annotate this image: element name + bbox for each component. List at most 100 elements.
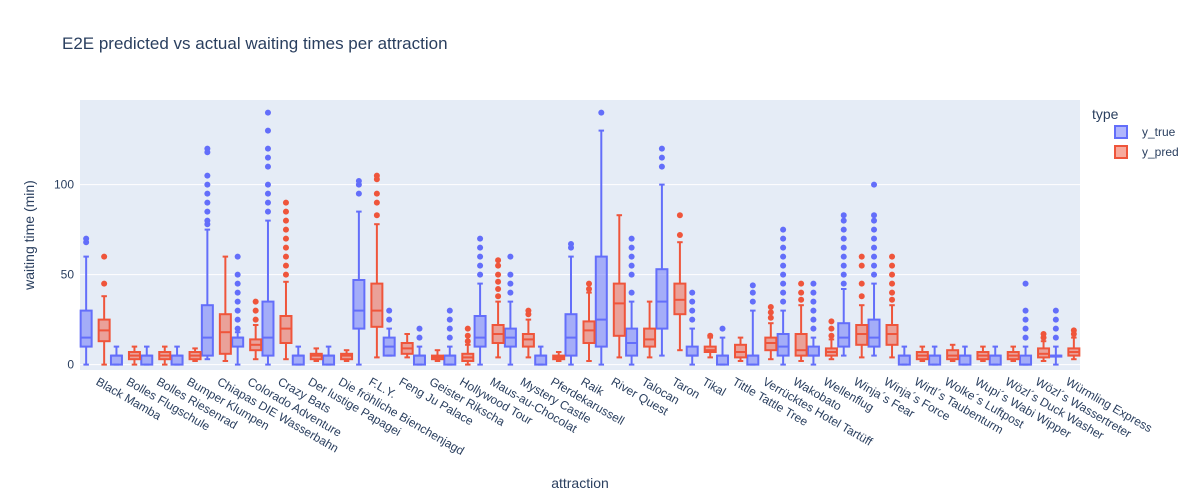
- box-y_true-28[interactable]: [897, 345, 911, 366]
- box-y_true-25[interactable]: [806, 280, 820, 366]
- box-y_pred-4[interactable]: [188, 347, 202, 362]
- outlier-point: [282, 253, 289, 260]
- box-y_pred-10[interactable]: [370, 172, 384, 359]
- box-y_true-26[interactable]: [837, 212, 851, 357]
- outlier-point: [749, 282, 756, 289]
- box-y_pred-9[interactable]: [340, 349, 354, 362]
- box-y_true-5[interactable]: [200, 145, 214, 361]
- outlier-point: [83, 235, 90, 242]
- box-iqr: [867, 318, 881, 348]
- legend-item-y_pred[interactable]: y_pred: [1114, 145, 1179, 159]
- outlier-point: [1022, 334, 1029, 341]
- box-y_true-16[interactable]: [534, 345, 548, 366]
- box-y_pred-24[interactable]: [794, 280, 808, 362]
- box-y_pred-12[interactable]: [430, 349, 444, 362]
- outlier-point: [464, 332, 471, 339]
- box-y_pred-29[interactable]: [946, 343, 960, 362]
- box-y_true-21[interactable]: [685, 289, 699, 366]
- box-y_pred-2[interactable]: [127, 345, 141, 366]
- y-tick-label: 0: [67, 358, 74, 372]
- box-y_true-20[interactable]: [655, 145, 669, 357]
- outlier-point: [628, 271, 635, 278]
- box-y_true-31[interactable]: [988, 345, 1002, 366]
- box-y_true-2[interactable]: [109, 345, 123, 366]
- outlier-point: [1022, 316, 1029, 323]
- box-y_true-4[interactable]: [170, 345, 184, 366]
- box-y_pred-8[interactable]: [309, 347, 323, 362]
- box-y_true-18[interactable]: [594, 109, 608, 366]
- box-y_pred-28[interactable]: [915, 345, 929, 362]
- box-y_pred-31[interactable]: [1006, 345, 1020, 362]
- box-y_true-6[interactable]: [231, 253, 245, 366]
- box-y_true-32[interactable]: [1019, 280, 1033, 366]
- box-y_pred-11[interactable]: [400, 333, 414, 359]
- outlier-point: [264, 145, 271, 152]
- box-y_true-8[interactable]: [291, 345, 305, 366]
- outlier-point: [767, 304, 774, 310]
- outlier-point: [282, 262, 289, 269]
- box-iqr: [643, 327, 657, 348]
- box-y_true-1[interactable]: [79, 235, 93, 366]
- outlier-point: [234, 280, 241, 287]
- box-y_true-24[interactable]: [776, 226, 790, 366]
- box-iqr: [837, 322, 851, 348]
- legend[interactable]: type y_true y_pred: [1092, 106, 1179, 159]
- box-y_pred-33[interactable]: [1067, 327, 1081, 361]
- box-y_pred-7[interactable]: [279, 199, 293, 361]
- box-y_pred-14[interactable]: [491, 257, 505, 359]
- box-y_pred-26[interactable]: [855, 253, 869, 359]
- outlier-point: [780, 244, 787, 251]
- box-y_pred-30[interactable]: [976, 345, 990, 362]
- box-y_pred-1[interactable]: [97, 253, 111, 366]
- box-y_pred-16[interactable]: [552, 351, 566, 362]
- box-y_pred-25[interactable]: [824, 318, 838, 361]
- box-y_true-33[interactable]: [1049, 307, 1063, 366]
- box-y_pred-19[interactable]: [643, 300, 657, 359]
- box-y_pred-17[interactable]: [582, 280, 596, 362]
- outlier-point: [386, 307, 393, 314]
- outlier-point: [373, 172, 380, 179]
- box-y_pred-3[interactable]: [158, 345, 172, 366]
- box-y_true-13[interactable]: [443, 307, 457, 366]
- box-y_pred-20[interactable]: [673, 212, 687, 352]
- box-y_true-29[interactable]: [928, 345, 942, 366]
- box-y_true-10[interactable]: [352, 178, 366, 366]
- box-y_true-19[interactable]: [625, 235, 639, 366]
- outlier-point: [234, 307, 241, 314]
- outlier-point: [101, 253, 108, 260]
- outlier-point: [355, 178, 362, 184]
- x-axis-title: attraction: [551, 475, 609, 491]
- box-y_pred-23[interactable]: [764, 304, 778, 361]
- box-y_true-17[interactable]: [564, 241, 578, 366]
- box-iqr: [412, 354, 426, 366]
- box-y_true-3[interactable]: [140, 345, 154, 366]
- legend-item-y_true[interactable]: y_true: [1114, 125, 1176, 139]
- box-iqr: [958, 354, 972, 366]
- outlier-point: [234, 271, 241, 278]
- box-y_pred-15[interactable]: [521, 307, 535, 359]
- box-y_pred-27[interactable]: [885, 253, 899, 359]
- legend-title: type: [1092, 106, 1119, 122]
- box-y_pred-13[interactable]: [461, 325, 475, 366]
- box-y_pred-22[interactable]: [734, 336, 748, 362]
- outlier-point: [495, 257, 502, 264]
- box-y_pred-32[interactable]: [1037, 331, 1051, 362]
- box-y_true-9[interactable]: [322, 345, 336, 366]
- box-y_pred-18[interactable]: [612, 214, 626, 359]
- box-y_true-30[interactable]: [958, 345, 972, 366]
- box-y_true-11[interactable]: [382, 307, 396, 357]
- box-y_pred-6[interactable]: [249, 298, 263, 361]
- box-y_true-12[interactable]: [412, 325, 426, 366]
- box-y_true-23[interactable]: [746, 282, 760, 366]
- outlier-point: [810, 289, 817, 296]
- box-y_true-22[interactable]: [716, 325, 730, 366]
- box-y_pred-5[interactable]: [218, 255, 232, 362]
- box-y_true-15[interactable]: [503, 253, 517, 366]
- box-y_true-7[interactable]: [261, 109, 275, 366]
- box-y_pred-21[interactable]: [703, 332, 717, 359]
- box-y_true-14[interactable]: [473, 235, 487, 366]
- legend-label: y_true: [1142, 125, 1176, 139]
- box-iqr: [582, 320, 596, 344]
- box-y_true-27[interactable]: [867, 181, 881, 357]
